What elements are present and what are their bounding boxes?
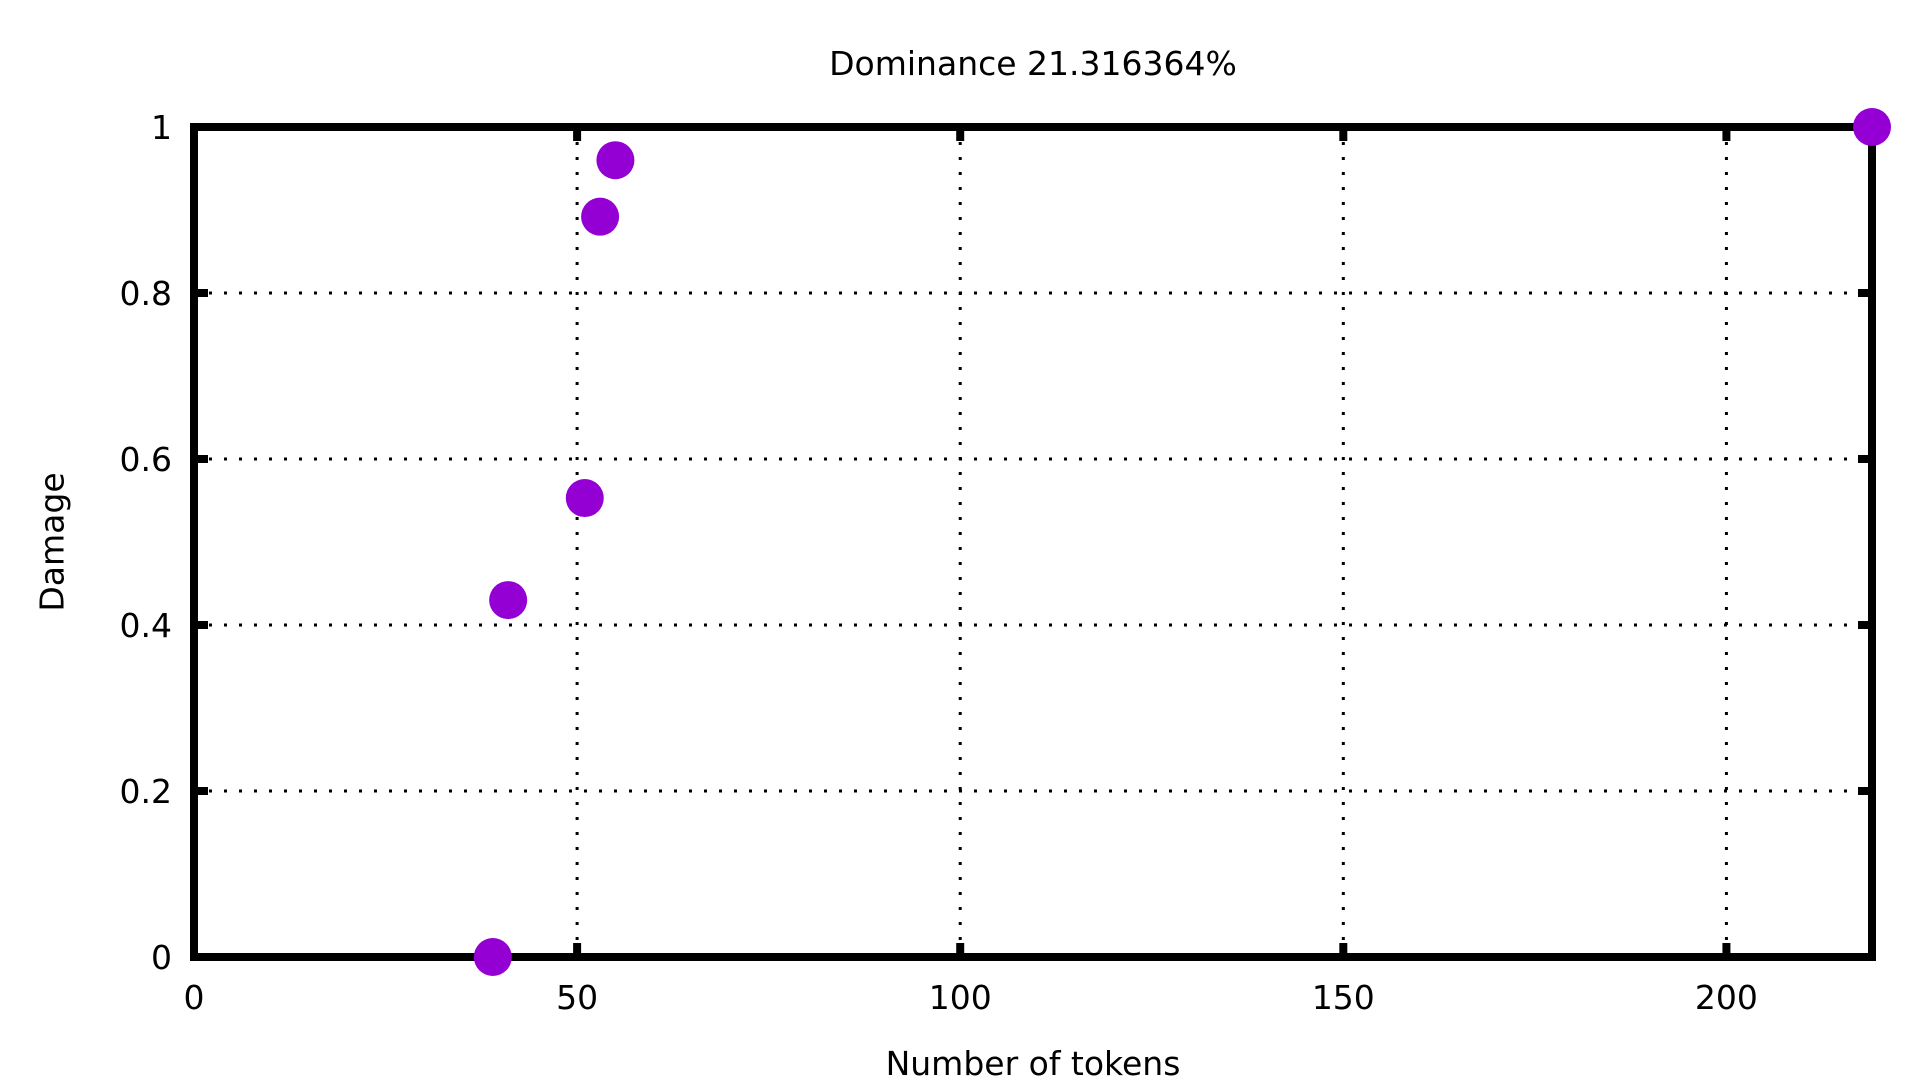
data-point [473,938,512,976]
data-points [473,108,1891,976]
x-tick-label: 100 [929,978,992,1017]
y-tick-label: 0.8 [120,274,172,313]
data-point [489,581,528,620]
x-tick-label: 150 [1312,978,1375,1017]
x-tick-label: 200 [1695,978,1758,1017]
y-axis-title: Damage [33,472,72,611]
data-point [565,479,604,518]
y-tick-label: 0 [151,938,172,977]
x-tick-label: 0 [184,978,205,1017]
plot-frame [190,123,1876,961]
x-tick-label: 50 [556,978,598,1017]
y-tick-label: 0.2 [120,772,172,811]
data-point [596,141,635,180]
axis-ticks: 0 0.2 0.4 0.6 0.8 1 0 50 100 150 200 [120,108,1872,1017]
y-tick-label: 1 [151,108,172,147]
data-point [581,197,620,236]
chart-title: Dominance 21.316364% [829,44,1237,83]
y-tick-label: 0.6 [120,440,172,479]
plot-area-border [190,123,1876,961]
y-tick-label: 0.4 [120,606,172,645]
x-axis-title: Number of tokens [886,1044,1181,1080]
data-point [1853,108,1891,146]
grid [194,127,1872,957]
